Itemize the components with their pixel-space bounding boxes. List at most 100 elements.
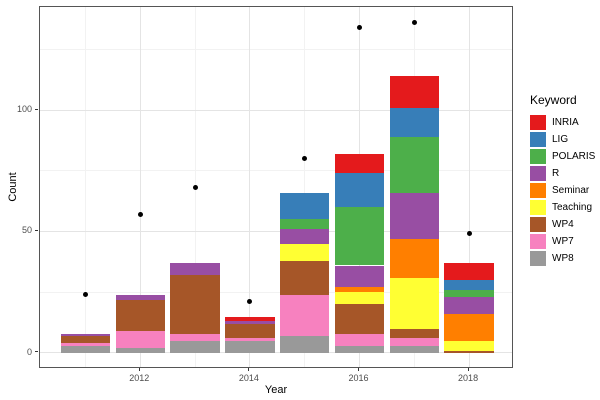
legend-item-lig: LIG [530, 131, 595, 148]
legend-item-label: Teaching [552, 202, 593, 213]
bar-segment-polaris-2015 [280, 219, 330, 230]
bar-segment-wp7-2017 [389, 338, 439, 346]
x-tick-mark [467, 368, 469, 371]
bar-segment-wp7-2014 [225, 338, 275, 341]
legend-swatch-icon [530, 166, 546, 181]
y-major-gridline [40, 109, 512, 111]
legend-item-label: R [552, 168, 560, 179]
legend-item-seminar: Seminar [530, 182, 595, 199]
legend-items: INRIA LIG POLARIS R Seminar Teaching WP4 WP7 WP8 [530, 114, 595, 267]
bar-segment-r-2011 [60, 333, 111, 336]
bar-segment-wp4-2018 [444, 350, 494, 353]
legend-swatch-icon [530, 115, 546, 130]
bar-segment-r-2017 [389, 192, 439, 239]
legend: Keyword INRIA LIG POLARIS R Seminar Teaching W… [530, 93, 595, 267]
data-point [247, 299, 253, 305]
bar-segment-wp8-2017 [389, 345, 439, 353]
bar-segment-wp7-2015 [280, 294, 330, 336]
y-tick-label: 0 [26, 346, 32, 357]
legend-item-label: LIG [552, 134, 569, 145]
x-axis-title: Year [264, 384, 288, 396]
bar-segment-teaching-2018 [444, 340, 494, 351]
bar-segment-inria-2014 [225, 316, 275, 322]
x-tick-label: 2012 [129, 373, 150, 383]
data-point [466, 231, 472, 237]
legend-item-label: Seminar [552, 185, 590, 196]
bar-segment-wp4-2011 [60, 335, 111, 344]
y-tick-label: 50 [21, 225, 32, 236]
legend-swatch-icon [530, 149, 546, 164]
bar-segment-lig-2018 [444, 280, 494, 290]
legend-item-label: WP7 [552, 236, 574, 247]
y-axis-title: Count [7, 172, 19, 202]
x-tick-mark [138, 368, 140, 371]
bar-segment-seminar-2017 [389, 238, 439, 278]
x-major-gridline [468, 7, 470, 367]
bar-segment-seminar-2018 [444, 314, 494, 341]
x-tick-mark [248, 368, 250, 371]
data-point [137, 211, 143, 217]
x-major-gridline [249, 7, 251, 367]
legend-item-label: POLARIS [552, 151, 596, 162]
legend-swatch-icon [530, 234, 546, 249]
y-minor-gridline [40, 48, 512, 50]
bar-segment-wp7-2016 [334, 333, 385, 346]
bar-segment-wp8-2013 [170, 340, 220, 353]
bar-segment-wp4-2015 [280, 260, 330, 295]
bar-segment-wp4-2017 [389, 328, 439, 339]
legend-item-label: WP4 [552, 219, 574, 230]
x-major-gridline [139, 7, 141, 367]
legend-swatch-icon [530, 217, 546, 232]
x-tick-mark [357, 368, 359, 371]
bar-segment-wp8-2016 [334, 345, 385, 353]
bar-segment-seminar-2016 [334, 287, 385, 293]
bar-segment-lig-2016 [334, 173, 385, 208]
legend-swatch-icon [530, 251, 546, 266]
legend-item-teaching: Teaching [530, 199, 595, 216]
legend-item-wp4: WP4 [530, 216, 595, 233]
bar-segment-wp7-2013 [170, 333, 220, 341]
legend-item-wp7: WP7 [530, 233, 595, 250]
bar-segment-polaris-2018 [444, 289, 494, 298]
legend-item-wp8: WP8 [530, 250, 595, 267]
legend-swatch-icon [530, 132, 546, 147]
x-tick-label: 2014 [238, 373, 259, 383]
legend-swatch-icon [530, 183, 546, 198]
bar-segment-teaching-2016 [334, 292, 385, 305]
legend-item-r: R [530, 165, 595, 182]
bar-segment-lig-2017 [389, 107, 439, 137]
bar-segment-wp4-2016 [334, 304, 385, 334]
bar-segment-r-2015 [280, 229, 330, 244]
legend-title: Keyword [530, 93, 577, 107]
x-tick-label: 2018 [458, 373, 479, 383]
plot-panel [39, 6, 513, 368]
legend-item-label: WP8 [552, 253, 574, 264]
y-tick-label: 100 [16, 104, 32, 114]
bar-segment-inria-2016 [334, 153, 385, 174]
legend-item-label: INRIA [552, 117, 579, 128]
bar-segment-r-2016 [334, 265, 385, 288]
y-tick-mark [35, 351, 38, 353]
bar-segment-r-2014 [225, 321, 275, 324]
bar-segment-r-2018 [444, 297, 494, 315]
y-tick-mark [35, 229, 38, 231]
x-tick-label: 2016 [348, 373, 369, 383]
data-point [302, 156, 308, 162]
legend-swatch-icon [530, 200, 546, 215]
bar-segment-polaris-2017 [389, 136, 439, 193]
bar-segment-wp7-2012 [115, 331, 165, 349]
y-tick-mark [35, 108, 38, 110]
bar-segment-polaris-2016 [334, 207, 385, 266]
data-point [82, 292, 88, 298]
bar-segment-wp8-2011 [60, 345, 111, 353]
bar-segment-teaching-2017 [389, 277, 439, 329]
bar-segment-wp8-2015 [280, 335, 330, 353]
bar-segment-lig-2015 [280, 192, 330, 220]
data-point [192, 185, 198, 191]
bar-segment-wp8-2014 [225, 340, 275, 353]
y-minor-gridline [40, 291, 512, 293]
y-major-gridline [40, 352, 512, 354]
legend-item-polaris: POLARIS [530, 148, 595, 165]
bar-segment-wp7-2011 [60, 343, 111, 346]
